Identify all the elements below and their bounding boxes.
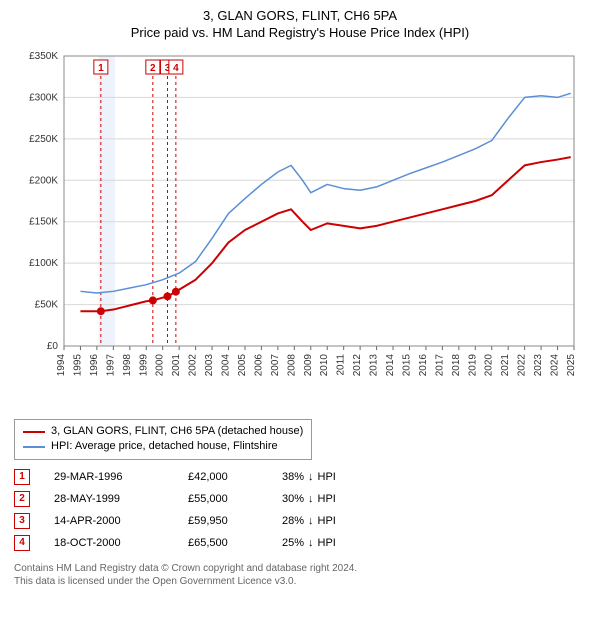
chart-container: 3, GLAN GORS, FLINT, CH6 5PA Price paid … bbox=[0, 0, 600, 598]
svg-text:2016: 2016 bbox=[418, 354, 429, 377]
svg-text:2010: 2010 bbox=[319, 354, 330, 377]
svg-text:2021: 2021 bbox=[500, 354, 511, 377]
svg-text:2007: 2007 bbox=[270, 354, 281, 377]
sale-price: £65,500 bbox=[188, 537, 258, 549]
down-arrow-icon: ↓ bbox=[308, 471, 314, 483]
svg-text:2013: 2013 bbox=[369, 354, 380, 377]
svg-text:2012: 2012 bbox=[352, 354, 363, 377]
svg-text:1998: 1998 bbox=[122, 354, 133, 377]
legend-label: 3, GLAN GORS, FLINT, CH6 5PA (detached h… bbox=[51, 424, 303, 439]
footnote: Contains HM Land Registry data © Crown c… bbox=[14, 562, 586, 588]
sale-date: 14-APR-2000 bbox=[54, 515, 164, 527]
down-arrow-icon: ↓ bbox=[308, 493, 314, 505]
svg-text:2002: 2002 bbox=[188, 354, 199, 377]
svg-text:2006: 2006 bbox=[253, 354, 264, 377]
svg-text:£150K: £150K bbox=[29, 217, 58, 228]
footnote-line: This data is licensed under the Open Gov… bbox=[14, 575, 586, 588]
sale-diff: 25% ↓ HPI bbox=[282, 537, 336, 549]
svg-text:2023: 2023 bbox=[533, 354, 544, 377]
page-subtitle: Price paid vs. HM Land Registry's House … bbox=[14, 25, 586, 40]
sales-table: 1 29-MAR-1996 £42,000 38% ↓ HPI 2 28-MAY-1999… bbox=[14, 466, 586, 554]
svg-text:2014: 2014 bbox=[385, 354, 396, 377]
svg-text:1995: 1995 bbox=[72, 354, 83, 377]
svg-text:2024: 2024 bbox=[550, 354, 561, 377]
chart-area: £0 £50K £100K £150K £200K £250K £300K £350K 1994… bbox=[14, 46, 586, 411]
svg-text:2018: 2018 bbox=[451, 354, 462, 377]
legend-swatch bbox=[23, 446, 45, 448]
svg-text:2: 2 bbox=[150, 63, 156, 74]
svg-text:£300K: £300K bbox=[29, 92, 58, 103]
svg-text:2015: 2015 bbox=[401, 354, 412, 377]
svg-text:2025: 2025 bbox=[566, 354, 577, 377]
svg-text:1: 1 bbox=[98, 63, 104, 74]
legend-swatch bbox=[23, 431, 45, 433]
svg-text:£0: £0 bbox=[47, 341, 59, 352]
down-arrow-icon: ↓ bbox=[308, 515, 314, 527]
sale-badge: 2 bbox=[14, 491, 30, 507]
svg-text:2005: 2005 bbox=[237, 354, 248, 377]
svg-text:1994: 1994 bbox=[56, 354, 67, 377]
sale-price: £55,000 bbox=[188, 493, 258, 505]
sale-row: 2 28-MAY-1999 £55,000 30% ↓ HPI bbox=[14, 488, 586, 510]
svg-text:£350K: £350K bbox=[29, 51, 58, 62]
svg-text:£200K: £200K bbox=[29, 175, 58, 186]
page-title: 3, GLAN GORS, FLINT, CH6 5PA bbox=[14, 8, 586, 23]
svg-text:2019: 2019 bbox=[467, 354, 478, 377]
legend-item: HPI: Average price, detached house, Flin… bbox=[23, 439, 303, 454]
svg-text:2011: 2011 bbox=[336, 354, 347, 376]
svg-text:2001: 2001 bbox=[171, 354, 182, 377]
sale-badge: 1 bbox=[14, 469, 30, 485]
footnote-line: Contains HM Land Registry data © Crown c… bbox=[14, 562, 586, 575]
sale-badge: 4 bbox=[14, 535, 30, 551]
sale-date: 28-MAY-1999 bbox=[54, 493, 164, 505]
sale-price: £42,000 bbox=[188, 471, 258, 483]
sale-price: £59,950 bbox=[188, 515, 258, 527]
sale-row: 3 14-APR-2000 £59,950 28% ↓ HPI bbox=[14, 510, 586, 532]
sale-date: 29-MAR-1996 bbox=[54, 471, 164, 483]
sale-diff: 28% ↓ HPI bbox=[282, 515, 336, 527]
sale-badge: 3 bbox=[14, 513, 30, 529]
sale-row: 1 29-MAR-1996 £42,000 38% ↓ HPI bbox=[14, 466, 586, 488]
svg-text:1999: 1999 bbox=[138, 354, 149, 377]
sale-diff: 38% ↓ HPI bbox=[282, 471, 336, 483]
svg-text:2000: 2000 bbox=[155, 354, 166, 377]
svg-text:2020: 2020 bbox=[484, 354, 495, 377]
svg-text:£100K: £100K bbox=[29, 258, 58, 269]
sale-date: 18-OCT-2000 bbox=[54, 537, 164, 549]
svg-text:2003: 2003 bbox=[204, 354, 215, 377]
svg-text:2022: 2022 bbox=[517, 354, 528, 377]
svg-text:4: 4 bbox=[173, 63, 179, 74]
legend-label: HPI: Average price, detached house, Flin… bbox=[51, 439, 278, 454]
svg-text:£250K: £250K bbox=[29, 134, 58, 145]
line-chart: £0 £50K £100K £150K £200K £250K £300K £350K 1994… bbox=[14, 46, 586, 406]
svg-text:2009: 2009 bbox=[303, 354, 314, 377]
svg-text:1997: 1997 bbox=[105, 354, 116, 377]
svg-text:£50K: £50K bbox=[35, 300, 59, 311]
svg-text:2017: 2017 bbox=[434, 354, 445, 377]
down-arrow-icon: ↓ bbox=[308, 537, 314, 549]
legend-item: 3, GLAN GORS, FLINT, CH6 5PA (detached h… bbox=[23, 424, 303, 439]
svg-text:1996: 1996 bbox=[89, 354, 100, 377]
svg-text:2004: 2004 bbox=[221, 354, 232, 377]
sale-row: 4 18-OCT-2000 £65,500 25% ↓ HPI bbox=[14, 532, 586, 554]
legend: 3, GLAN GORS, FLINT, CH6 5PA (detached h… bbox=[14, 419, 312, 460]
sale-diff: 30% ↓ HPI bbox=[282, 493, 336, 505]
svg-text:2008: 2008 bbox=[286, 354, 297, 377]
